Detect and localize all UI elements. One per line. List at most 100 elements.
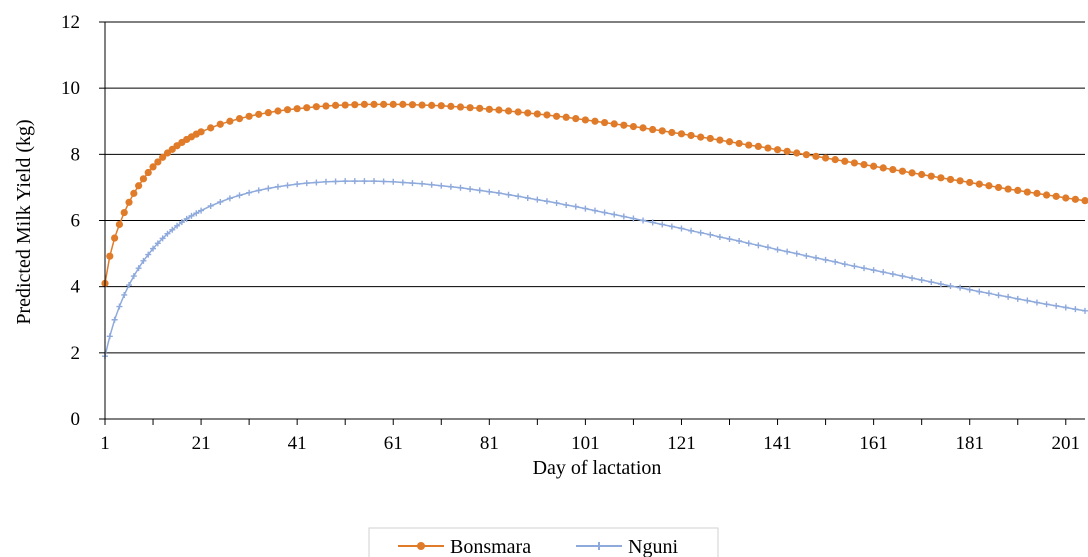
point-nguni-98: [947, 283, 954, 290]
point-nguni-45: [438, 182, 445, 189]
x-tick-label-2: 41: [288, 433, 307, 454]
series-nguni: [102, 178, 1088, 360]
series-bonsmara: [101, 100, 1088, 287]
point-bonsmara-9: [144, 168, 152, 177]
point-nguni-23: [226, 195, 233, 202]
point-bonsmara-27: [264, 109, 272, 117]
point-bonsmara-52: [504, 107, 513, 115]
legend: Bonsmara Nguni: [368, 527, 719, 557]
point-bonsmara-94: [908, 169, 916, 177]
point-nguni-49: [476, 187, 483, 194]
point-nguni-69: [668, 223, 675, 230]
point-bonsmara-92: [889, 165, 897, 174]
point-bonsmara-36: [351, 101, 359, 109]
point-bonsmara-26: [255, 110, 263, 118]
point-bonsmara-7: [135, 182, 143, 190]
x-tick-label-7: 141: [763, 433, 792, 454]
point-nguni-100: [966, 286, 973, 293]
point-nguni-17: [183, 215, 190, 222]
point-bonsmara-12: [159, 153, 167, 161]
point-bonsmara-82: [793, 149, 801, 157]
point-bonsmara-28: [274, 107, 282, 115]
legend-bonsmara-marker-icon: [417, 542, 425, 550]
point-nguni-74: [716, 234, 723, 241]
point-bonsmara-40: [389, 100, 397, 108]
point-nguni-56: [543, 198, 550, 205]
point-nguni-85: [822, 256, 829, 263]
point-bonsmara-104: [1004, 185, 1012, 193]
point-bonsmara-60: [581, 116, 589, 124]
y-tick-label-1: 2: [71, 343, 81, 364]
legend-box: [368, 527, 719, 557]
point-bonsmara-97: [937, 174, 945, 182]
point-bonsmara-66: [639, 124, 647, 132]
point-bonsmara-74: [716, 136, 724, 144]
point-nguni-75: [726, 236, 733, 243]
point-bonsmara-101: [975, 180, 983, 188]
point-nguni-62: [601, 209, 608, 216]
point-nguni-109: [1053, 302, 1060, 309]
point-bonsmara-109: [1052, 192, 1060, 200]
point-bonsmara-84: [812, 152, 820, 160]
point-nguni-79: [764, 244, 771, 251]
point-bonsmara-41: [399, 100, 407, 108]
point-bonsmara-32: [312, 103, 320, 111]
point-nguni-6: [130, 273, 137, 280]
y-tick-label-3: 6: [71, 211, 81, 232]
point-nguni-92: [889, 271, 896, 278]
point-nguni-48: [467, 186, 474, 193]
point-nguni-66: [640, 217, 647, 224]
point-nguni-105: [1014, 295, 1021, 302]
point-nguni-90: [870, 267, 877, 274]
point-bonsmara-105: [1014, 186, 1022, 194]
point-nguni-103: [995, 292, 1002, 299]
point-nguni-61: [592, 207, 598, 214]
y-tick-label-0: 0: [71, 409, 81, 430]
point-bonsmara-3: [115, 220, 124, 229]
y-tick-label-6: 12: [61, 12, 80, 33]
point-nguni-67: [649, 219, 656, 226]
x-tick-label-3: 61: [384, 433, 403, 454]
point-nguni-111: [1072, 306, 1079, 313]
point-bonsmara-34: [331, 101, 340, 109]
point-bonsmara-103: [994, 183, 1003, 192]
point-bonsmara-51: [495, 106, 503, 114]
point-bonsmara-39: [380, 100, 388, 108]
point-nguni-83: [803, 252, 810, 259]
point-bonsmara-108: [1042, 191, 1051, 199]
point-nguni-110: [1062, 304, 1069, 311]
point-bonsmara-55: [533, 110, 541, 118]
legend-bonsmara-label: Bonsmara: [450, 536, 531, 557]
point-nguni-34: [332, 178, 339, 185]
point-bonsmara-48: [466, 104, 474, 112]
point-nguni-24: [236, 192, 243, 199]
point-bonsmara-31: [303, 104, 311, 112]
point-nguni-29: [284, 182, 291, 189]
series-layer: [101, 100, 1088, 360]
y-tick-label-2: 4: [71, 277, 81, 298]
x-axis-title: Day of lactation: [533, 457, 662, 479]
point-bonsmara-47: [456, 103, 465, 111]
x-tick-label-0: 1: [100, 433, 110, 454]
point-nguni-93: [899, 273, 906, 280]
x-tick-label-4: 81: [480, 433, 499, 454]
point-nguni-91: [880, 269, 887, 276]
point-bonsmara-49: [476, 104, 484, 112]
point-nguni-81: [784, 248, 791, 255]
gridlines: [105, 21, 1085, 354]
point-nguni-58: [563, 201, 570, 208]
point-bonsmara-45: [437, 102, 445, 110]
point-bonsmara-61: [591, 117, 599, 125]
point-bonsmara-68: [658, 127, 666, 135]
point-nguni-11: [154, 240, 161, 247]
point-bonsmara-73: [706, 134, 714, 143]
point-bonsmara-33: [322, 102, 330, 110]
point-nguni-3: [116, 303, 123, 310]
point-nguni-31: [303, 180, 310, 187]
point-bonsmara-59: [572, 115, 580, 123]
point-nguni-71: [688, 227, 695, 234]
point-nguni-73: [707, 231, 714, 238]
point-bonsmara-98: [946, 175, 955, 184]
point-bonsmara-89: [860, 160, 868, 169]
point-nguni-30: [294, 181, 301, 188]
